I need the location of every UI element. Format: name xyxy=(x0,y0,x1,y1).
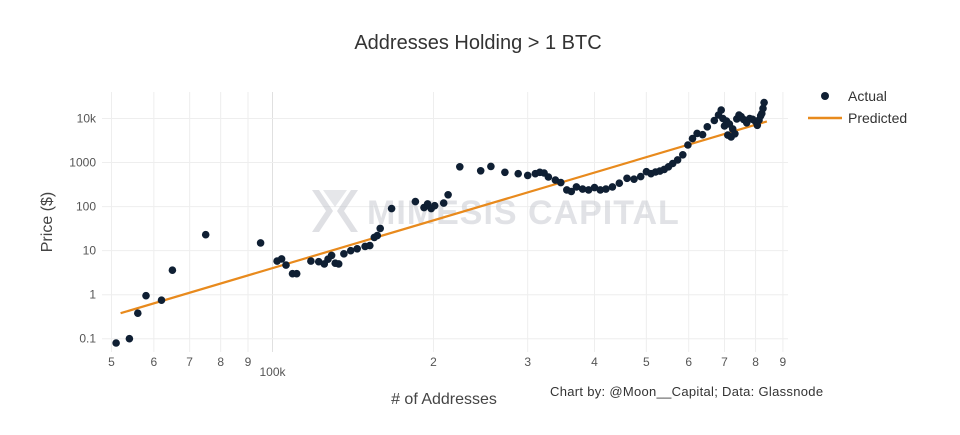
actual-point xyxy=(430,201,439,210)
actual-point xyxy=(307,257,315,265)
y-tick-label: 1 xyxy=(89,288,96,302)
actual-point xyxy=(292,269,301,278)
actual-point xyxy=(373,231,382,240)
actual-point xyxy=(501,168,509,177)
x-tick-label: 7 xyxy=(721,355,728,369)
actual-point xyxy=(366,241,374,250)
x-tick-label: 2 xyxy=(430,355,437,369)
x-tick-label: 5 xyxy=(643,355,650,369)
y-tick-label: 10 xyxy=(83,244,97,258)
actual-point xyxy=(731,130,739,138)
actual-point xyxy=(590,183,599,192)
actual-point xyxy=(353,245,362,253)
x-tick-label: 9 xyxy=(245,355,252,369)
actual-point xyxy=(623,174,631,183)
actual-point xyxy=(636,172,645,181)
actual-point xyxy=(630,175,638,183)
actual-series xyxy=(112,98,768,347)
legend: Actual Predicted xyxy=(808,88,907,126)
actual-point xyxy=(710,116,719,125)
actual-point xyxy=(688,134,697,143)
x-tick-label: 4 xyxy=(591,355,598,369)
y-tick-label: 100 xyxy=(76,200,96,214)
x-tick-label: 6 xyxy=(150,355,157,369)
actual-point xyxy=(698,130,707,139)
actual-point xyxy=(340,250,348,258)
actual-point xyxy=(346,246,355,255)
legend-predicted-label: Predicted xyxy=(848,110,907,126)
actual-point xyxy=(759,104,767,113)
x-tick-label: 8 xyxy=(217,355,224,369)
actual-point xyxy=(112,339,120,347)
actual-point xyxy=(584,186,593,194)
credit-annotation: Chart by: @Moon__Capital; Data: Glassnod… xyxy=(550,384,823,399)
actual-point xyxy=(411,197,420,206)
actual-point xyxy=(201,230,210,239)
x-tick-label: 100k xyxy=(259,365,286,379)
actual-point xyxy=(557,178,565,187)
actual-point xyxy=(673,156,682,164)
actual-point xyxy=(476,167,485,175)
chart-title: Addresses Holding > 1 BTC xyxy=(354,32,601,54)
legend-actual-label: Actual xyxy=(848,88,887,104)
actual-point xyxy=(277,255,286,263)
x-tick-label: 3 xyxy=(524,355,531,369)
actual-point xyxy=(578,185,587,193)
actual-point xyxy=(134,309,142,318)
actual-point xyxy=(703,123,712,131)
y-axis-title: Price ($) xyxy=(39,192,56,252)
actual-point xyxy=(456,163,464,171)
actual-point xyxy=(544,173,553,181)
actual-point xyxy=(125,334,134,343)
actual-point xyxy=(387,204,396,213)
watermark: MIMESIS CAPITAL xyxy=(312,190,679,232)
actual-point xyxy=(523,171,532,180)
actual-point xyxy=(567,187,576,196)
actual-point xyxy=(439,199,448,207)
actual-point xyxy=(256,239,265,247)
y-axis-ticks: 0.1 1 10 100 1000 10k xyxy=(69,112,97,346)
actual-point xyxy=(679,151,687,159)
actual-point xyxy=(282,261,290,269)
actual-point xyxy=(376,224,385,233)
actual-point xyxy=(168,266,177,275)
x-tick-label: 8 xyxy=(752,355,759,369)
actual-point xyxy=(334,260,343,268)
actual-point xyxy=(327,251,336,260)
predicted-series xyxy=(120,120,768,315)
actual-point xyxy=(514,169,522,178)
x-tick-label: 5 xyxy=(108,355,115,369)
actual-point xyxy=(142,291,150,300)
actual-point xyxy=(572,183,581,191)
y-tick-label: 0.1 xyxy=(79,332,96,346)
watermark-logo-icon xyxy=(312,190,358,232)
actual-point xyxy=(602,185,610,193)
legend-item-actual[interactable]: Actual xyxy=(821,88,887,104)
actual-point xyxy=(608,183,617,191)
legend-actual-marker xyxy=(821,92,829,100)
actual-point xyxy=(487,162,495,171)
y-tick-label: 10k xyxy=(77,112,97,126)
y-tick-label: 1000 xyxy=(69,156,96,170)
actual-point xyxy=(444,191,452,199)
actual-point xyxy=(684,141,692,149)
actual-point xyxy=(596,186,605,194)
predicted-line xyxy=(120,120,768,315)
actual-point xyxy=(760,98,768,107)
x-axis-ticks: 5 6 7 8 9 100k 2 3 4 5 6 7 8 9 xyxy=(108,355,786,379)
x-tick-label: 9 xyxy=(780,355,787,369)
x-tick-label: 7 xyxy=(186,355,193,369)
actual-point xyxy=(717,106,725,114)
x-tick-label: 6 xyxy=(685,355,692,369)
x-axis-title: # of Addresses xyxy=(391,391,497,408)
legend-item-predicted[interactable]: Predicted xyxy=(808,110,907,126)
actual-point xyxy=(615,179,624,187)
actual-point xyxy=(157,296,166,305)
